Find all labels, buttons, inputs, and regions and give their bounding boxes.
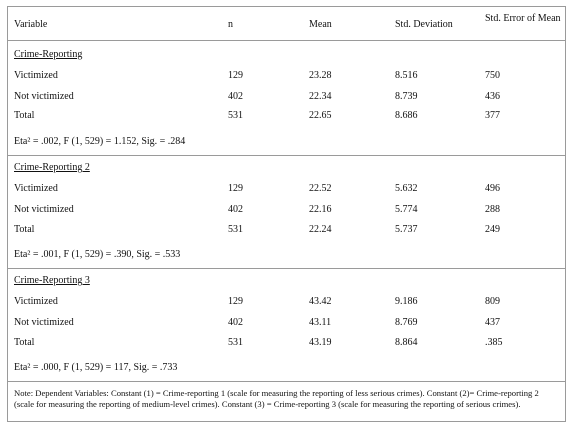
row-label: Total [14,224,35,235]
section-divider [7,155,566,156]
header-n: n [228,19,233,30]
cell-sd: 8.769 [395,317,418,328]
cell-se: .385 [485,337,503,348]
cell-mean: 22.52 [309,183,332,194]
row-label: Not victimized [14,204,74,215]
cell-sd: 8.686 [395,110,418,121]
cell-se: 436 [485,91,500,102]
cell-n: 129 [228,70,243,81]
table-frame [7,6,566,422]
cell-sd: 5.737 [395,224,418,235]
cell-n: 531 [228,337,243,348]
notes-divider [7,381,566,382]
cell-sd: 8.516 [395,70,418,81]
row-label: Not victimized [14,91,74,102]
section-title: Crime-Reporting 2 [14,162,90,173]
stat-line: Eta² = .001, F (1, 529) = .390, Sig. = .… [14,249,181,260]
section-title: Crime-Reporting 3 [14,275,90,286]
cell-mean: 43.42 [309,296,332,307]
row-label: Victimized [14,183,58,194]
cell-sd: 8.864 [395,337,418,348]
cell-sd: 9.186 [395,296,418,307]
cell-n: 129 [228,183,243,194]
cell-mean: 22.16 [309,204,332,215]
table-note: Note: Dependent Variables: Constant (1) … [14,388,539,409]
cell-n: 402 [228,317,243,328]
cell-n: 402 [228,91,243,102]
cell-sd: 5.632 [395,183,418,194]
row-label: Victimized [14,296,58,307]
cell-n: 531 [228,110,243,121]
header-mean: Mean [309,19,332,30]
cell-se: 750 [485,70,500,81]
cell-mean: 22.65 [309,110,332,121]
section-title: Crime-Reporting [14,49,83,60]
header-std-error: Std. Error of Mean [485,13,561,24]
cell-n: 129 [228,296,243,307]
cell-mean: 22.34 [309,91,332,102]
cell-mean: 43.19 [309,337,332,348]
cell-mean: 23.28 [309,70,332,81]
row-label: Total [14,110,35,121]
cell-sd: 8.739 [395,91,418,102]
cell-se: 496 [485,183,500,194]
cell-se: 249 [485,224,500,235]
row-label: Total [14,337,35,348]
cell-sd: 5.774 [395,204,418,215]
row-label: Victimized [14,70,58,81]
cell-se: 288 [485,204,500,215]
row-label: Not victimized [14,317,74,328]
cell-n: 402 [228,204,243,215]
stat-line: Eta² = .000, F (1, 529) = 117, Sig. = .7… [14,362,178,373]
cell-se: 377 [485,110,500,121]
cell-mean: 43.11 [309,317,332,328]
cell-se: 809 [485,296,500,307]
cell-n: 531 [228,224,243,235]
header-variable: Variable [14,19,48,30]
cell-se: 437 [485,317,500,328]
stat-line: Eta² = .002, F (1, 529) = 1.152, Sig. = … [14,136,186,147]
section-divider [7,268,566,269]
header-std-deviation: Std. Deviation [395,19,453,30]
cell-mean: 22.24 [309,224,332,235]
header-divider [7,40,566,41]
